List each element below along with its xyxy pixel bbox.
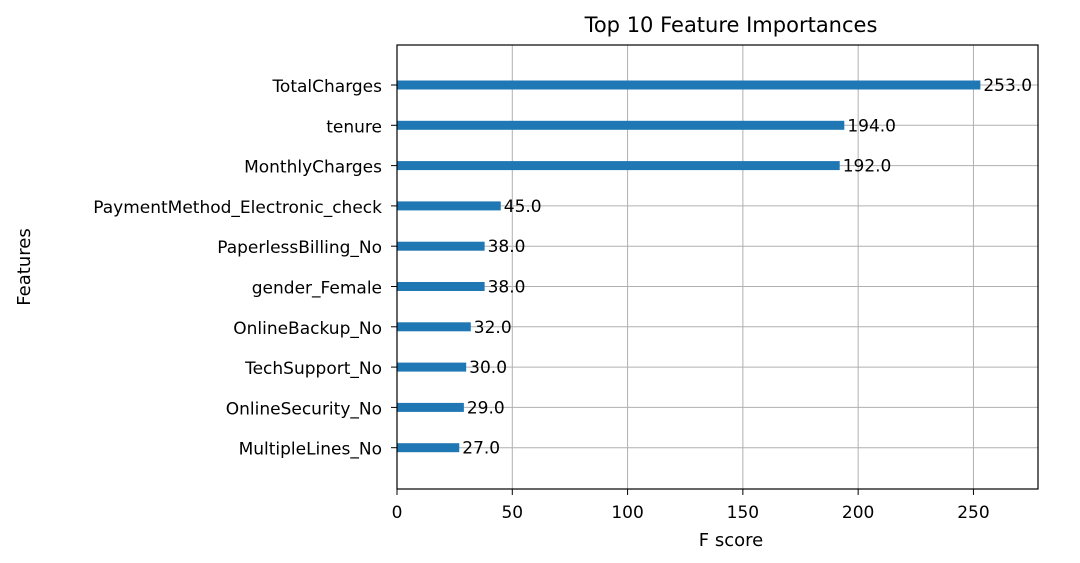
x-axis-ticks: 0 50 100 150 200 250 xyxy=(392,489,990,523)
bar-value-label: 45.0 xyxy=(504,197,542,217)
bar xyxy=(397,120,845,130)
bars xyxy=(397,80,981,453)
bar-value-label: 253.0 xyxy=(983,76,1032,96)
category-label: PaperlessBilling_No xyxy=(217,238,382,258)
bar xyxy=(397,161,840,171)
bar xyxy=(397,282,485,291)
category-label: TotalCharges xyxy=(271,77,382,97)
bar-value-label: 38.0 xyxy=(488,237,526,257)
bar xyxy=(397,80,981,90)
category-label: PaymentMethod_Electronic_check xyxy=(93,198,382,218)
bar xyxy=(397,241,485,251)
x-tick-label: 100 xyxy=(611,503,643,523)
category-label: OnlineSecurity_No xyxy=(226,399,382,419)
category-label: OnlineBackup_No xyxy=(233,319,382,339)
category-label: MonthlyCharges xyxy=(244,158,382,178)
bar-value-label: 192.0 xyxy=(843,157,892,177)
bar xyxy=(397,362,467,372)
chart-title: Top 10 Feature Importances xyxy=(584,13,878,37)
bar-value-label: 30.0 xyxy=(469,358,507,378)
x-tick-label: 200 xyxy=(842,503,874,523)
category-label: tenure xyxy=(326,117,382,137)
x-tick-label: 0 xyxy=(392,503,403,523)
bar-value-label: 27.0 xyxy=(462,439,500,459)
y-axis-label: Features xyxy=(14,228,35,305)
x-tick-label: 150 xyxy=(727,503,759,523)
category-label: TechSupport_No xyxy=(244,359,382,379)
plot-frame xyxy=(396,44,1039,490)
bar-value-label: 194.0 xyxy=(847,116,896,136)
value-labels: 253.0 194.0 192.0 45.0 38.0 38.0 32.0 30.0 29.0 2… xyxy=(462,76,1032,459)
bar-value-label: 38.0 xyxy=(488,278,526,298)
x-tick-label: 50 xyxy=(501,503,523,523)
bar-value-label: 32.0 xyxy=(474,318,512,338)
category-label: MultipleLines_No xyxy=(239,440,382,460)
x-axis-label: F score xyxy=(699,530,763,551)
bar xyxy=(397,443,460,453)
category-label: gender_Female xyxy=(252,279,382,299)
y-axis-ticks: TotalCharges tenure MonthlyCharges PaymentM… xyxy=(93,77,397,460)
bar xyxy=(397,322,471,332)
grid-lines xyxy=(396,45,1038,489)
bar-value-label: 29.0 xyxy=(467,398,505,418)
x-tick-label: 250 xyxy=(957,503,989,523)
bar xyxy=(397,201,501,211)
bar xyxy=(397,402,464,412)
